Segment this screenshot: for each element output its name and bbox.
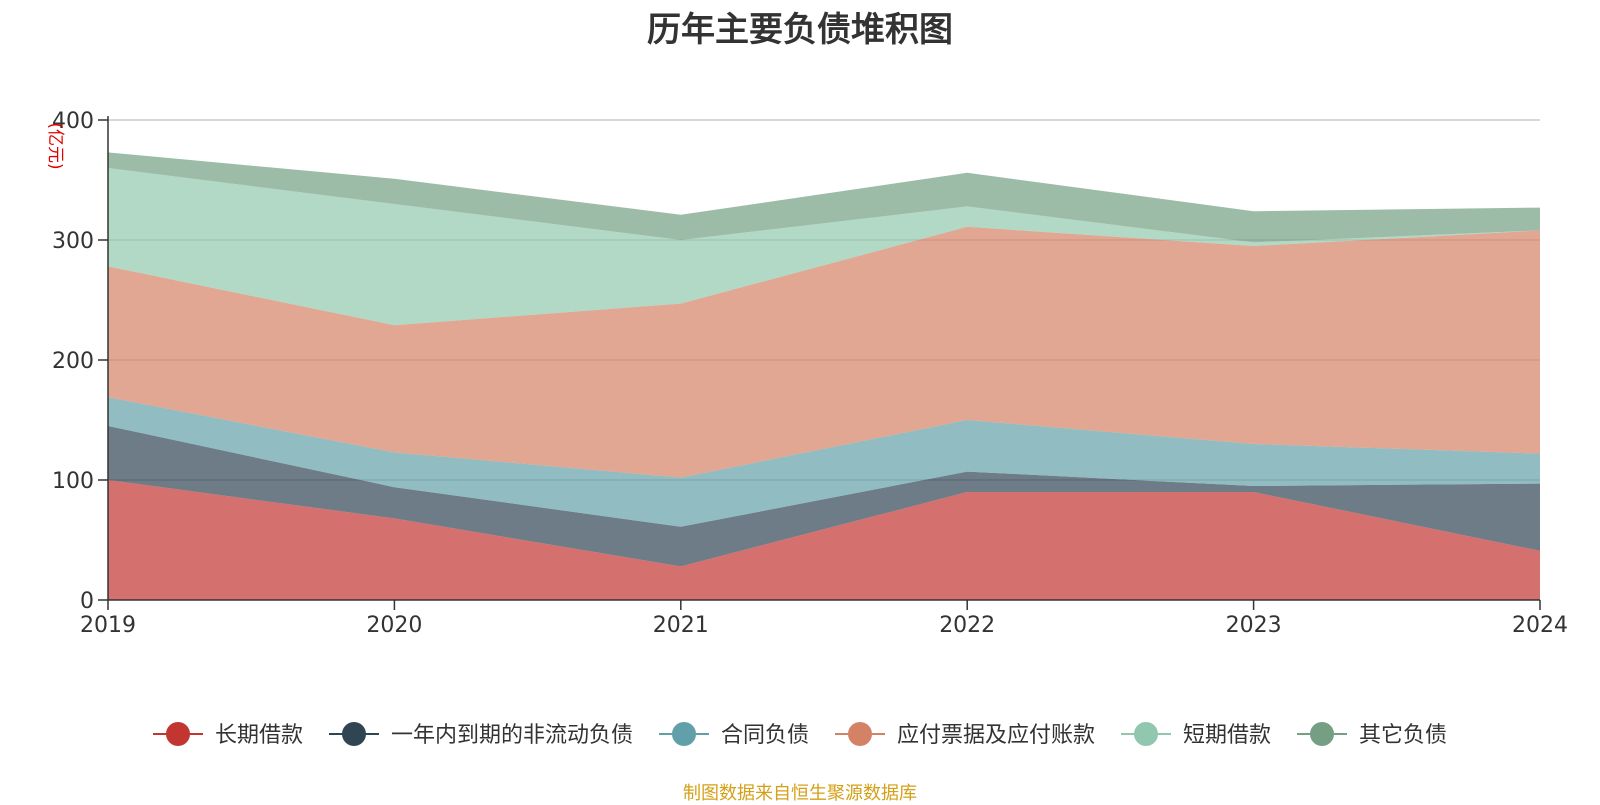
y-tick-label: 300 bbox=[52, 229, 94, 254]
legend-item-4[interactable]: 应付票据及应付账款 bbox=[835, 722, 1095, 748]
area-series-1 bbox=[108, 480, 1540, 600]
legend-label: 短期借款 bbox=[1183, 723, 1271, 748]
axes: 0 100 200 300 400 2019 2020 2021 2022 2023 2024 (亿元… bbox=[45, 109, 1568, 638]
area-series-5 bbox=[108, 168, 1540, 326]
y-tick-label: 400 bbox=[52, 109, 94, 134]
legend-label: 合同负债 bbox=[721, 723, 809, 748]
x-tick-label: 2022 bbox=[939, 613, 995, 638]
legend-marker bbox=[342, 722, 366, 746]
legend-label: 应付票据及应付账款 bbox=[897, 723, 1095, 748]
chart-title: 历年主要负债堆积图 bbox=[647, 10, 953, 50]
y-tick-label: 200 bbox=[52, 349, 94, 374]
legend-item-1[interactable]: 长期借款 bbox=[153, 722, 303, 748]
y-tick-label: 100 bbox=[52, 469, 94, 494]
x-tick-label: 2019 bbox=[80, 613, 136, 638]
legend-item-3[interactable]: 合同负债 bbox=[659, 722, 809, 748]
area-series-3 bbox=[108, 397, 1540, 527]
x-tick-label: 2020 bbox=[366, 613, 422, 638]
y-axis-unit-label: (亿元) bbox=[45, 122, 65, 169]
legend-label: 一年内到期的非流动负债 bbox=[391, 723, 633, 748]
legend-marker bbox=[672, 722, 696, 746]
legend-item-5[interactable]: 短期借款 bbox=[1121, 722, 1271, 748]
x-tick-label: 2021 bbox=[653, 613, 709, 638]
area-series-2 bbox=[108, 426, 1540, 567]
area-series-4 bbox=[108, 226, 1540, 478]
source-note: 制图数据来自恒生聚源数据库 bbox=[683, 783, 917, 804]
legend-label: 长期借款 bbox=[215, 723, 303, 748]
x-tick-label: 2023 bbox=[1226, 613, 1282, 638]
legend-item-6[interactable]: 其它负债 bbox=[1297, 722, 1447, 748]
legend-marker bbox=[1310, 722, 1334, 746]
legend-label: 其它负债 bbox=[1359, 723, 1447, 748]
legend: 长期借款 一年内到期的非流动负债 合同负债 应付票据及应付账款 短期借款 其它负债 bbox=[153, 722, 1447, 748]
legend-marker bbox=[166, 722, 190, 746]
legend-marker bbox=[848, 722, 872, 746]
area-series bbox=[108, 152, 1540, 600]
legend-marker bbox=[1134, 722, 1158, 746]
legend-item-2[interactable]: 一年内到期的非流动负债 bbox=[329, 722, 633, 748]
area-series-6 bbox=[108, 152, 1540, 243]
y-tick-label: 0 bbox=[80, 589, 94, 614]
x-tick-label: 2024 bbox=[1512, 613, 1568, 638]
